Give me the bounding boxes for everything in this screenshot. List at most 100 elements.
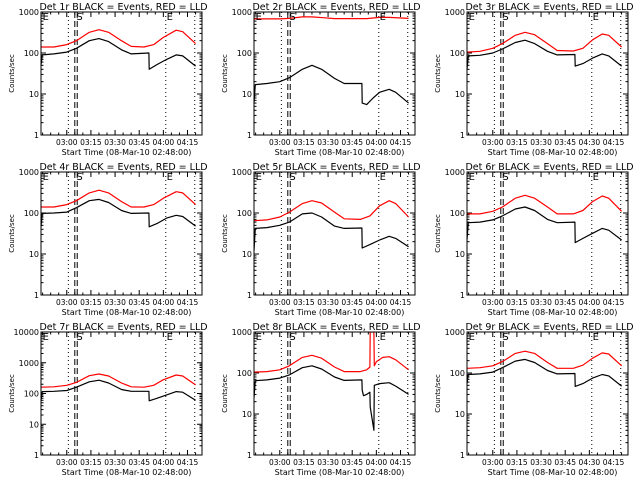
x-tick-label: 03:45	[128, 138, 150, 147]
y-tick-label: 1	[247, 291, 252, 300]
series-line-lld	[254, 201, 409, 221]
marker-label: E	[43, 12, 49, 23]
y-tick-label: 1000	[19, 8, 39, 17]
x-tick-label: 03:15	[80, 298, 102, 307]
x-tick-label: 04:15	[390, 138, 412, 147]
x-axis-label: Start Time (08-Mar-10 02:48:00)	[488, 148, 618, 157]
series-line-lld	[41, 190, 196, 207]
marker-label: S	[502, 332, 508, 343]
x-tick-label: 04:00	[366, 298, 388, 307]
marker-label: E	[167, 332, 173, 343]
x-tick-label: 04:15	[177, 138, 199, 147]
plot-frame	[41, 172, 202, 295]
y-tick-label: 1000	[232, 328, 252, 337]
series-line-lld	[467, 195, 622, 214]
series-line-events	[41, 199, 196, 227]
chart-title: Det 1r BLACK = Events, RED = LLD	[39, 2, 207, 13]
x-tick-label: 03:15	[293, 458, 315, 467]
y-tick-label: 10	[242, 90, 252, 99]
chart-svg: Det 8r BLACK = Events, RED = LLD11010010…	[213, 320, 426, 480]
marker-label: S	[76, 172, 82, 183]
chart-title: Det 5r BLACK = Events, RED = LLD	[252, 162, 420, 173]
chart-svg: Det 4r BLACK = Events, RED = LLD11010010…	[0, 160, 213, 320]
y-tick-label: 100	[24, 49, 39, 58]
marker-label: E	[380, 12, 386, 23]
x-tick-label: 04:15	[390, 458, 412, 467]
marker-label: S	[76, 332, 82, 343]
y-tick-label: 1	[460, 451, 465, 460]
x-tick-label: 03:45	[554, 298, 576, 307]
y-tick-label: 100	[450, 369, 465, 378]
marker-label: E	[469, 172, 475, 183]
y-tick-label: 1	[34, 451, 39, 460]
y-tick-label: 1000	[232, 8, 252, 17]
plot-frame	[41, 332, 202, 455]
y-axis-label: Counts/sec	[221, 374, 229, 413]
x-tick-label: 03:45	[554, 458, 576, 467]
y-tick-label: 100	[24, 209, 39, 218]
marker-label: E	[167, 172, 173, 183]
x-tick-label: 04:15	[177, 458, 199, 467]
series-line-events	[254, 65, 409, 104]
x-tick-label: 03:30	[530, 298, 552, 307]
plot-frame	[467, 332, 628, 455]
x-axis-label: Start Time (08-Mar-10 02:48:00)	[488, 308, 618, 317]
x-tick-label: 03:00	[269, 298, 291, 307]
y-tick-label: 1	[460, 131, 465, 140]
detector-panel-9: Det 9r BLACK = Events, RED = LLD 1 10 100 10…	[426, 320, 639, 480]
x-tick-label: 03:00	[482, 458, 504, 467]
x-tick-label: 03:45	[341, 138, 363, 147]
x-tick-label: 03:30	[317, 458, 339, 467]
chart-title: Det 7r BLACK = Events, RED = LLD	[39, 322, 207, 333]
x-tick-label: 04:00	[366, 458, 388, 467]
x-tick-label: 03:30	[104, 298, 126, 307]
x-axis-label: Start Time (08-Mar-10 02:48:00)	[275, 468, 405, 477]
x-tick-label: 03:00	[56, 298, 78, 307]
marker-label: E	[43, 172, 49, 183]
marker-label: S	[502, 12, 508, 23]
chart-title: Det 9r BLACK = Events, RED = LLD	[465, 322, 633, 333]
y-tick-label: 1	[460, 291, 465, 300]
y-tick-label: 1000	[445, 8, 465, 17]
y-tick-label: 100	[24, 390, 39, 399]
y-tick-label: 10	[455, 90, 465, 99]
x-tick-label: 03:30	[530, 138, 552, 147]
marker-label: E	[593, 12, 599, 23]
chart-svg: Det 1r BLACK = Events, RED = LLD11010010…	[0, 0, 213, 160]
x-tick-label: 04:15	[603, 458, 625, 467]
y-tick-label: 1000	[445, 328, 465, 337]
chart-svg: Det 5r BLACK = Events, RED = LLD11010010…	[213, 160, 426, 320]
series-line-lld	[41, 30, 196, 47]
marker-label: S	[289, 332, 295, 343]
series-line-events	[41, 380, 196, 401]
x-tick-label: 03:30	[530, 458, 552, 467]
x-tick-label: 03:45	[341, 458, 363, 467]
x-tick-label: 04:30	[579, 138, 601, 147]
chart-svg: Det 2r BLACK = Events, RED = LLD11010010…	[213, 0, 426, 160]
y-axis-label: Counts/sec	[221, 214, 229, 253]
y-tick-label: 10	[455, 410, 465, 419]
x-tick-label: 03:45	[128, 458, 150, 467]
y-tick-label: 10	[29, 420, 39, 429]
x-tick-label: 03:15	[506, 298, 528, 307]
marker-label: E	[380, 172, 386, 183]
chart-title: Det 3r BLACK = Events, RED = LLD	[465, 2, 633, 13]
x-axis-label: Start Time (08-Mar-10 02:48:00)	[62, 468, 192, 477]
x-tick-label: 03:45	[128, 298, 150, 307]
y-axis-label: Counts/sec	[8, 214, 16, 253]
x-tick-label: 04:15	[177, 298, 199, 307]
y-tick-label: 1000	[19, 359, 39, 368]
chart-svg: Det 6r BLACK = Events, RED = LLD11010010…	[426, 160, 639, 320]
y-axis-label: Counts/sec	[8, 374, 16, 413]
chart-title: Det 8r BLACK = Events, RED = LLD	[252, 322, 420, 333]
x-axis-label: Start Time (08-Mar-10 02:48:00)	[62, 148, 192, 157]
y-axis-label: Counts/sec	[434, 214, 442, 253]
x-tick-label: 04:15	[390, 298, 412, 307]
x-tick-label: 03:00	[269, 458, 291, 467]
marker-label: E	[43, 332, 49, 343]
